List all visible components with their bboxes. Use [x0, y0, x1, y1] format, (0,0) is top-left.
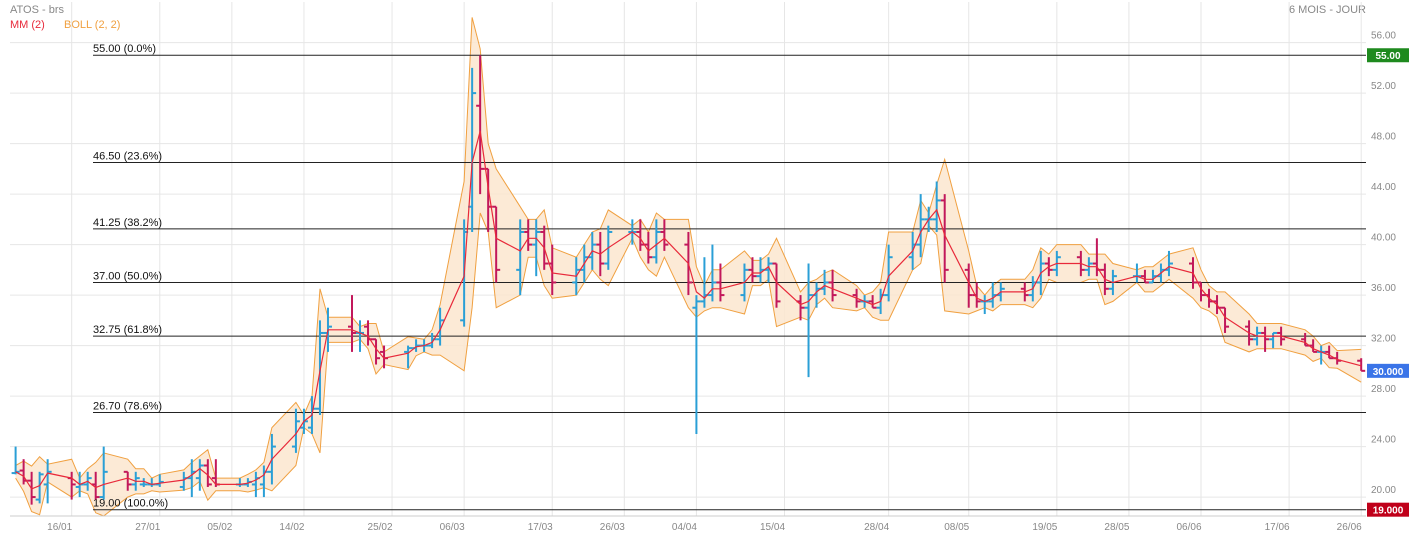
- ohlc-bar: [716, 263, 725, 302]
- ohlc-bar: [932, 181, 941, 232]
- price-tag-label: 19.000: [1373, 506, 1404, 517]
- price-tags: 55.00 30.000 19.000: [1367, 48, 1409, 517]
- x-tick-label: 19/05: [1032, 522, 1057, 533]
- ohlc-bar: [964, 263, 973, 308]
- ohlc-bar: [404, 345, 413, 369]
- fib-level-label: 41.25 (38.2%): [93, 217, 162, 229]
- ohlc-bar: [1140, 269, 1149, 284]
- fib-level-label: 55.00 (0.0%): [93, 43, 156, 55]
- ohlc-bar: [35, 471, 44, 504]
- price-tag-low: [1367, 502, 1409, 517]
- y-tick-label: 48.00: [1371, 132, 1396, 143]
- fib-level-label: 46.50 (23.6%): [93, 151, 162, 163]
- ohlc-bar: [692, 295, 701, 434]
- ohlc-bar: [708, 244, 717, 302]
- price-tag-last: [1367, 363, 1409, 378]
- y-tick-label: 36.00: [1371, 283, 1396, 294]
- y-tick-label: 32.00: [1371, 334, 1396, 345]
- chart-symbol-title: ATOS - brs: [10, 4, 64, 16]
- fib-level-label: 37.00 (50.0%): [93, 270, 162, 282]
- ohlc-bar: [772, 262, 781, 308]
- ohlc-bar: [940, 194, 949, 283]
- x-tick-label: 05/02: [207, 522, 232, 533]
- ohlc-bar: [291, 408, 300, 453]
- moving-average-path: [15, 130, 1362, 490]
- x-tick-label: 28/05: [1104, 522, 1129, 533]
- price-tag-high: [1367, 48, 1409, 63]
- legend-moving-average[interactable]: MM (2): [10, 19, 45, 31]
- ohlc-bar: [139, 478, 148, 487]
- fib-level-label: 32.75 (61.8%): [93, 324, 162, 336]
- fib-level-label: 19.00 (100.0%): [93, 498, 168, 510]
- price-tag-label: 55.00: [1375, 51, 1400, 62]
- ohlc-bar: [804, 263, 813, 378]
- y-tick-label: 20.00: [1371, 485, 1396, 496]
- ohlc-bar: [916, 194, 925, 258]
- x-tick-label: 26/03: [600, 522, 625, 533]
- ohlc-bar: [195, 459, 204, 491]
- ohlc-bar: [516, 219, 525, 296]
- price-tag-label: 30.000: [1373, 367, 1404, 378]
- x-tick-label: 06/06: [1176, 522, 1201, 533]
- x-tick-label: 14/02: [279, 522, 304, 533]
- x-tick-label: 08/05: [944, 522, 969, 533]
- x-tick-label: 25/02: [368, 522, 393, 533]
- x-tick-label: 06/03: [440, 522, 465, 533]
- ohlc-bar: [1357, 358, 1366, 372]
- y-tick-label: 24.00: [1371, 435, 1396, 446]
- moving-average-line: [15, 130, 1362, 490]
- x-tick-label: 16/01: [47, 522, 72, 533]
- ohlc-bar: [884, 244, 893, 302]
- chart-period-selector[interactable]: 6 MOIS - JOUR: [1288, 4, 1366, 16]
- ohlc-bar: [1261, 326, 1270, 352]
- y-tick-label: 56.00: [1371, 31, 1396, 42]
- x-tick-label: 28/04: [864, 522, 889, 533]
- ohlc-bar: [828, 269, 837, 302]
- y-tick-label: 28.00: [1371, 384, 1396, 395]
- x-tick-label: 27/01: [135, 522, 160, 533]
- ohlc-bar: [436, 307, 445, 346]
- ohlc-bar: [348, 295, 357, 352]
- ohlc-bar: [660, 219, 669, 251]
- ohlc-bar: [868, 295, 877, 309]
- ohlc-bar: [372, 338, 381, 365]
- ohlc-bar: [1269, 331, 1278, 349]
- ohlc-bar: [476, 55, 485, 195]
- y-tick-label: 52.00: [1371, 81, 1396, 92]
- x-tick-label: 15/04: [760, 522, 785, 533]
- y-tick-label: 40.00: [1371, 233, 1396, 244]
- x-tick-label: 17/03: [528, 522, 553, 533]
- x-tick-label: 04/04: [672, 522, 697, 533]
- ohlc-bar: [652, 219, 661, 264]
- ohlc-bar: [1325, 345, 1334, 360]
- ohlc-bar: [748, 257, 757, 283]
- ohlc-bar: [524, 219, 533, 251]
- x-tick-label: 26/06: [1337, 522, 1362, 533]
- ohlc-bar: [123, 470, 132, 491]
- ohlc-bar: [532, 219, 541, 277]
- ohlc-bar: [155, 474, 164, 487]
- fib-level-label: 26.70 (78.6%): [93, 400, 162, 412]
- axes: 20.00 24.00 28.00 32.00 36.00 40.00 44.00 48.00…: [10, 31, 1396, 533]
- ohlc-bar: [99, 446, 108, 500]
- legend-bollinger[interactable]: BOLL (2, 2): [64, 19, 121, 31]
- ohlc-bar: [203, 459, 212, 487]
- x-tick-label: 17/06: [1265, 522, 1290, 533]
- ohlc-bar: [1221, 306, 1230, 333]
- ohlc-bar: [315, 320, 324, 416]
- ohlc-bar: [492, 205, 501, 283]
- ohlc-bar: [43, 459, 52, 504]
- y-tick-label: 44.00: [1371, 182, 1396, 193]
